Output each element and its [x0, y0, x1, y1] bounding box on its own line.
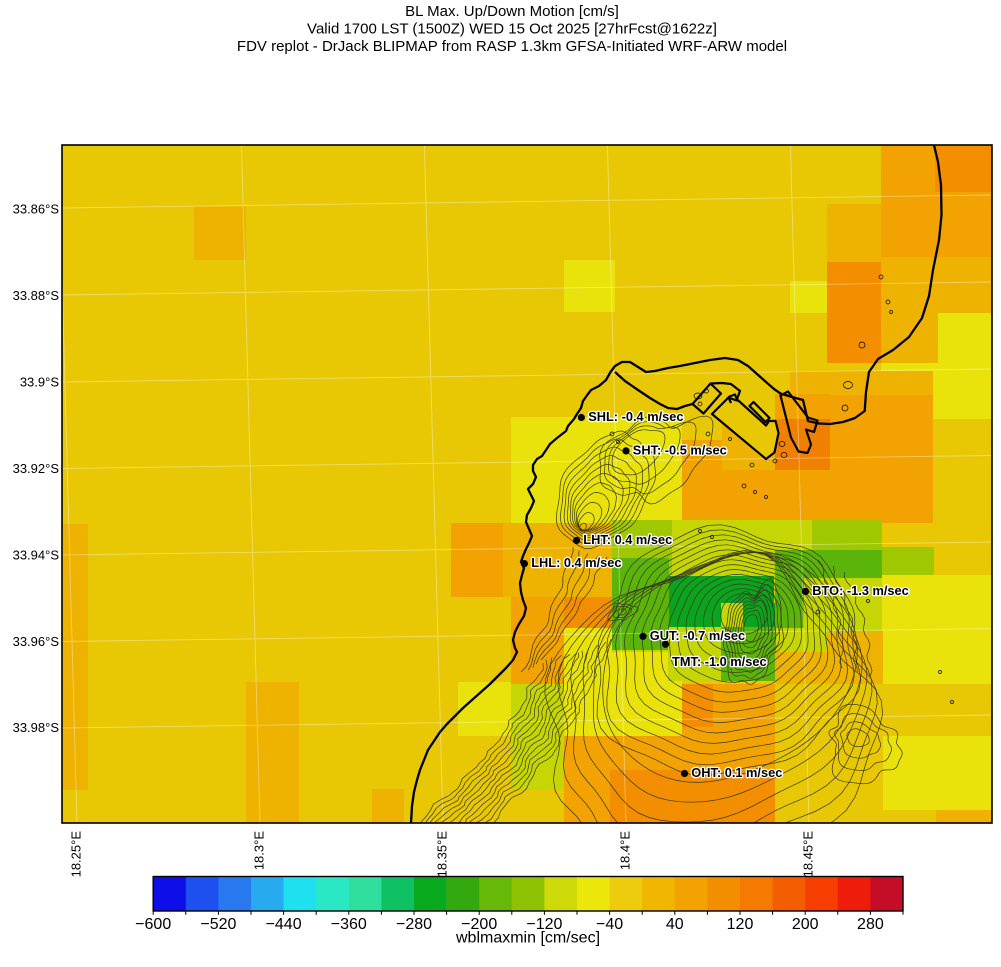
svg-text:33.96°S: 33.96°S	[13, 634, 60, 649]
svg-text:TMT: -1.0 m/sec: TMT: -1.0 m/sec	[672, 654, 767, 669]
svg-text:GUT: -0.7 m/sec: GUT: -0.7 m/sec	[650, 628, 745, 643]
svg-text:−520: −520	[200, 916, 236, 933]
svg-text:33.98°S: 33.98°S	[13, 720, 60, 735]
svg-text:OHT: 0.1 m/sec: OHT: 0.1 m/sec	[691, 765, 782, 780]
svg-text:33.9°S: 33.9°S	[20, 375, 60, 390]
svg-text:18.25°E: 18.25°E	[69, 831, 84, 878]
svg-text:−120: −120	[526, 916, 562, 933]
svg-text:33.88°S: 33.88°S	[13, 288, 60, 303]
svg-text:18.45°E: 18.45°E	[801, 831, 816, 878]
svg-text:−280: −280	[396, 916, 432, 933]
svg-text:40: 40	[666, 916, 684, 933]
svg-text:18.4°E: 18.4°E	[618, 831, 633, 871]
svg-text:18.3°E: 18.3°E	[252, 831, 267, 871]
svg-text:120: 120	[727, 916, 754, 933]
svg-text:LHT: 0.4 m/sec: LHT: 0.4 m/sec	[583, 532, 672, 547]
svg-text:−360: −360	[331, 916, 367, 933]
svg-text:wblmaxmin [cm/sec]: wblmaxmin [cm/sec]	[455, 930, 600, 947]
svg-text:BL Max. Up/Down Motion [cm/s]: BL Max. Up/Down Motion [cm/s]	[405, 3, 619, 20]
svg-text:−440: −440	[266, 916, 302, 933]
svg-text:33.92°S: 33.92°S	[13, 461, 60, 476]
svg-text:200: 200	[792, 916, 819, 933]
svg-text:SHL: -0.4 m/sec: SHL: -0.4 m/sec	[588, 409, 683, 424]
svg-text:Valid 1700 LST (1500Z) WED 15: Valid 1700 LST (1500Z) WED 15 Oct 2025 […	[307, 21, 717, 38]
svg-text:−200: −200	[461, 916, 497, 933]
svg-text:33.94°S: 33.94°S	[13, 548, 60, 563]
svg-text:SHT: -0.5 m/sec: SHT: -0.5 m/sec	[633, 442, 727, 457]
svg-text:280: 280	[857, 916, 884, 933]
svg-text:−40: −40	[596, 916, 623, 933]
svg-text:FDV replot - DrJack BLIPMAP fr: FDV replot - DrJack BLIPMAP from RASP 1.…	[237, 38, 787, 55]
svg-text:33.86°S: 33.86°S	[13, 202, 60, 217]
svg-text:−600: −600	[135, 916, 171, 933]
svg-text:18.35°E: 18.35°E	[435, 831, 450, 878]
svg-text:BTO: -1.3 m/sec: BTO: -1.3 m/sec	[812, 583, 909, 598]
svg-text:LHL: 0.4 m/sec: LHL: 0.4 m/sec	[531, 555, 621, 570]
